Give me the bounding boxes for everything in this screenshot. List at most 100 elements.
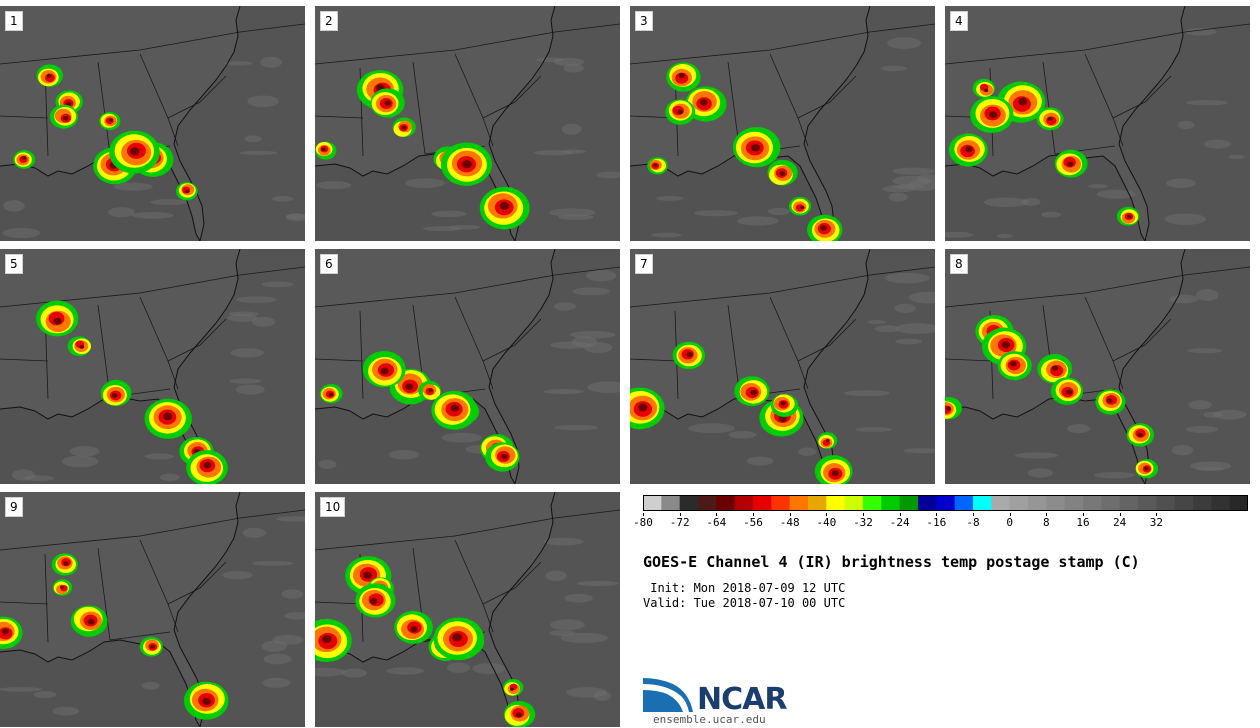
storm-cell [1106, 398, 1113, 403]
colorbar-tick-mark [643, 513, 644, 516]
storm-cell [946, 406, 952, 411]
cloud-streak [1213, 409, 1247, 420]
storm-cell [329, 392, 334, 397]
colorbar-tick-label: 0 [1006, 516, 1013, 529]
cloud-streak [543, 537, 584, 546]
storm-cell [322, 635, 332, 644]
state-border [359, 310, 364, 400]
colorbar-swatch [1064, 495, 1084, 511]
storm-cell [1001, 341, 1011, 349]
cloud-streak [550, 341, 591, 349]
cloud-streak [271, 195, 294, 202]
cloud-streak [239, 150, 278, 155]
ensemble-member-panel: 10 [315, 492, 620, 727]
cloud-streak [236, 296, 277, 304]
state-border [1084, 53, 1124, 147]
cloud-streak [52, 706, 80, 716]
cloud-streak [242, 527, 266, 538]
cloud-streak [141, 681, 160, 690]
cloud-streak [561, 123, 582, 135]
satellite-map [315, 6, 620, 241]
cloud-streak [550, 619, 585, 631]
state-border [139, 296, 179, 390]
gulf-water [945, 397, 1145, 484]
storm-cell [1010, 361, 1017, 367]
storm-cell [965, 146, 973, 153]
member-number-label: 9 [5, 497, 23, 517]
colorbar-swatch [826, 495, 846, 511]
logo-url: ensemble.ucar.edu [653, 713, 766, 726]
colorbar-swatch [716, 495, 736, 511]
cloud-streak [150, 199, 188, 206]
state-border [44, 553, 49, 643]
cloud-streak [244, 135, 262, 143]
cloud-streak [262, 677, 291, 688]
cloud-streak [553, 425, 599, 431]
coastline [488, 249, 556, 484]
colorbar-tick-label: -56 [743, 516, 763, 529]
state-border [97, 547, 111, 641]
satellite-map [630, 249, 935, 484]
state-border [0, 601, 49, 605]
storm-cell [53, 317, 62, 325]
atlantic-water [174, 492, 305, 727]
storm-cell [1144, 466, 1149, 471]
state-border [797, 318, 857, 362]
cloud-streak [251, 560, 294, 566]
cloud-streak [1196, 289, 1219, 301]
cloud-streak [892, 167, 935, 175]
colorbar-swatch [1138, 495, 1157, 511]
cloud-streak [983, 197, 1029, 208]
cloud-streak [884, 272, 930, 284]
storm-cell [79, 345, 85, 349]
storm-cell [203, 461, 212, 469]
atlantic-water [174, 249, 305, 484]
state-border [315, 601, 364, 605]
cloud-streak [61, 455, 99, 468]
cloud-streak [593, 690, 611, 701]
colorbar-swatch [1009, 495, 1029, 511]
colorbar-tick-mark [863, 513, 864, 516]
colorbar-tick-mark [1156, 513, 1158, 516]
storm-cell [87, 618, 95, 625]
cloud-streak [545, 570, 567, 582]
storm-cell [1066, 389, 1073, 395]
storm-cell [510, 687, 514, 691]
cloud-streak [736, 216, 779, 226]
cloud-streak [533, 150, 574, 156]
colorbar-swatch [844, 495, 864, 511]
storm-cell [1051, 365, 1059, 371]
init-time: Init: Mon 2018-07-09 12 UTC [643, 581, 846, 595]
storm-cell [831, 470, 839, 477]
state-border [454, 53, 494, 147]
storm-cell [369, 598, 378, 605]
state-border [454, 296, 494, 390]
storm-cell [111, 393, 118, 398]
cloud-streak [894, 323, 935, 334]
colorbar-tick-mark [679, 513, 681, 516]
state-border [0, 509, 305, 551]
storm-cell [820, 225, 827, 231]
state-border [630, 23, 935, 65]
state-border [139, 53, 179, 147]
state-border [315, 115, 364, 119]
cloud-streak [1169, 294, 1199, 304]
cloud-streak [903, 448, 935, 454]
state-border [97, 304, 111, 398]
cloud-streak [1014, 452, 1059, 459]
member-number-label: 8 [950, 254, 968, 274]
cloud-streak [441, 432, 483, 443]
state-border [167, 75, 227, 119]
ensemble-member-panel: 1 [0, 6, 305, 241]
cloud-streak [222, 570, 253, 580]
cloud-streak [587, 381, 620, 393]
colorbar-tick-label: -64 [706, 516, 727, 529]
colorbar-border [643, 495, 1248, 511]
cloud-streak [251, 316, 276, 327]
cloud-streak [472, 663, 506, 675]
cloud-streak [895, 338, 922, 345]
colorbar-swatch [918, 495, 937, 511]
cloud-streak [1228, 154, 1245, 159]
storm-cell [638, 403, 648, 412]
cloud-streak [1177, 120, 1195, 130]
